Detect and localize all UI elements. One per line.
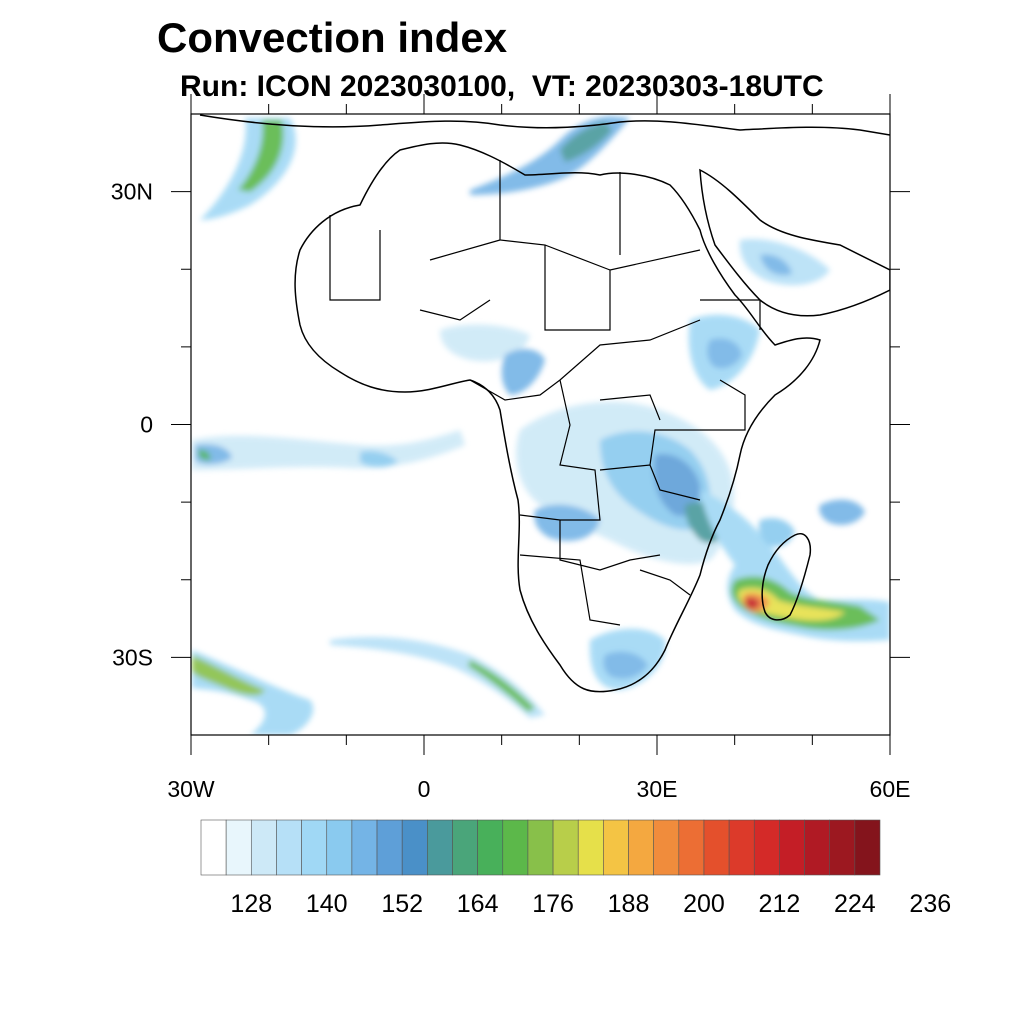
colorbar-label: 140	[306, 890, 348, 918]
colorbar-label: 152	[381, 890, 423, 918]
colorbar-swatch	[753, 819, 780, 876]
colorbar-swatch	[401, 819, 428, 876]
colorbar-swatch	[854, 819, 881, 876]
colorbar-swatch	[351, 819, 378, 876]
colorbar-swatch	[326, 819, 353, 876]
colorbar-swatch	[276, 819, 302, 876]
arabia-coastline	[699, 168, 890, 317]
convection-field	[192, 116, 890, 735]
colorbar-label: 212	[759, 890, 801, 918]
colorbar-label: 128	[230, 890, 272, 918]
colorbar-swatch	[225, 819, 252, 876]
colorbar-swatch	[301, 819, 328, 876]
colorbar-label: 176	[532, 890, 574, 918]
colorbar-swatch	[577, 819, 604, 876]
colorbar-swatch	[653, 819, 680, 876]
colorbar-swatch	[678, 819, 705, 876]
lon-tick-label: 30E	[637, 776, 678, 802]
colorbar-swatch	[452, 819, 478, 876]
colorbar-label: 200	[683, 890, 725, 918]
africa-coastline	[294, 142, 821, 693]
colorbar-swatch	[477, 819, 504, 876]
colorbar-label: 188	[608, 890, 650, 918]
colorbar-swatch	[427, 819, 453, 876]
colorbar-swatch	[502, 819, 529, 876]
europe-coastline	[199, 114, 890, 136]
lon-tick-label: 30W	[167, 776, 215, 802]
map-subtitle: Run: ICON 2023030100, VT: 20230303-18UTC	[180, 70, 824, 103]
colorbar-swatch	[603, 819, 629, 876]
colorbar-swatch	[200, 819, 227, 876]
lon-tick-label: 0	[418, 776, 431, 802]
colorbar-swatch	[779, 819, 805, 876]
lat-tick-label: 0	[140, 412, 153, 438]
colorbar-swatch	[250, 819, 277, 876]
lat-tick-label: 30S	[112, 644, 153, 670]
lon-tick-label: 60E	[870, 776, 911, 802]
coastlines	[199, 114, 890, 693]
colorbar-swatch	[628, 819, 654, 876]
colorbar-label: 224	[834, 890, 876, 918]
colorbar-swatch	[804, 819, 831, 876]
colorbar-label: 164	[457, 890, 499, 918]
colorbar-swatch	[829, 819, 856, 876]
country-borders	[329, 160, 761, 626]
lat-tick-label: 30N	[111, 179, 153, 205]
colorbar-swatch	[376, 819, 403, 876]
colorbar-swatch	[527, 819, 554, 876]
madagascar-coastline	[761, 533, 812, 621]
colorbar-label: 236	[909, 890, 951, 918]
colorbar-swatch	[728, 819, 755, 876]
axes: 30N 0 30S 30W 0 30E 60E	[111, 94, 911, 802]
colorbar: 128 140 152 164 176 188 200 212 224 236	[200, 819, 951, 918]
colorbar-swatch	[703, 819, 730, 876]
colorbar-swatch	[552, 819, 579, 876]
map-title: Convection index	[157, 14, 508, 61]
